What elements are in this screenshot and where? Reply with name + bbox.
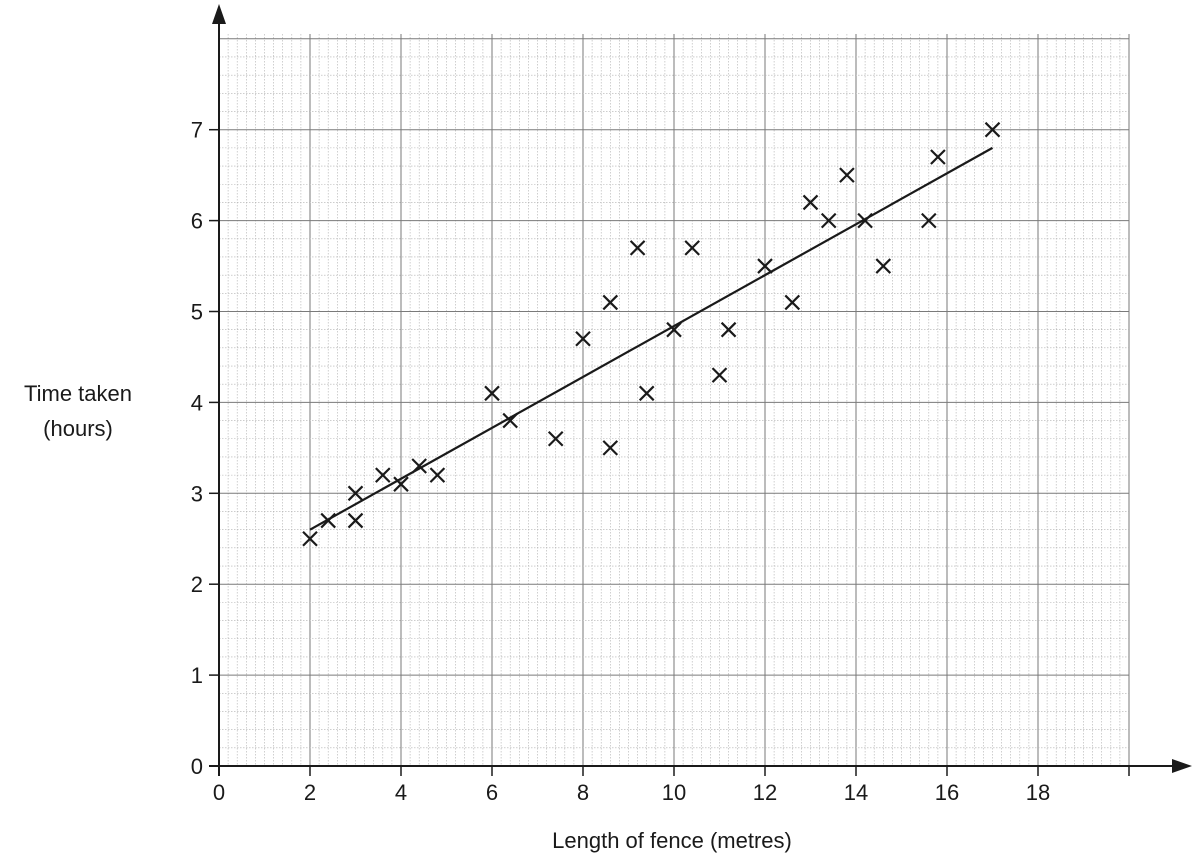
x-axis-arrow [1172, 759, 1192, 773]
data-point-cross [638, 385, 655, 402]
data-point-cross [839, 167, 855, 183]
cross-stroke [429, 467, 446, 483]
cross-stroke [720, 321, 737, 338]
x-tick-label: 2 [304, 780, 316, 805]
data-point-cross [629, 240, 646, 256]
data-point-cross [820, 212, 837, 229]
data-point-cross [484, 385, 500, 402]
data-point-cross [347, 485, 364, 502]
x-tick-label: 8 [577, 780, 589, 805]
y-tick-label: 2 [191, 572, 203, 597]
data-point-cross [875, 258, 892, 274]
data-point-cross [921, 212, 937, 229]
cross-stroke [921, 212, 937, 229]
y-tick-label: 6 [191, 209, 203, 234]
data-point-cross [347, 512, 364, 529]
x-axis-title: Length of fence (metres) [552, 828, 792, 853]
data-point-cross [302, 530, 318, 547]
y-axis-title-line-1: Time taken [24, 381, 132, 406]
cross-stroke [502, 412, 518, 429]
data-point-cross [602, 294, 619, 311]
trend-line-group [309, 146, 994, 531]
data-point-cross [757, 258, 773, 274]
cross-stroke [684, 240, 700, 256]
chart-grid [218, 34, 1130, 767]
cross-stroke [575, 330, 591, 347]
y-tick-label: 3 [191, 481, 203, 506]
cross-stroke [857, 212, 873, 229]
data-point-cross [375, 467, 391, 483]
data-point-cross [320, 512, 336, 529]
x-tick-label: 18 [1026, 780, 1050, 805]
data-point-cross [429, 467, 446, 483]
x-tick-label: 10 [662, 780, 686, 805]
x-tick-label: 12 [753, 780, 777, 805]
cross-stroke [347, 485, 364, 502]
line-of-best-fit [309, 146, 994, 531]
data-point-cross [602, 440, 619, 456]
data-point-cross [575, 330, 591, 347]
data-point-cross [930, 149, 946, 165]
data-point-cross [784, 294, 801, 311]
y-axis-title-line-2: (hours) [43, 416, 113, 441]
cross-stroke [638, 385, 655, 402]
cross-stroke [320, 512, 336, 529]
data-point-cross [411, 458, 427, 474]
data-points [302, 121, 1001, 547]
x-tick-label: 4 [395, 780, 407, 805]
y-axis-arrow [212, 4, 226, 24]
cross-stroke [839, 167, 855, 183]
data-point-cross [684, 240, 700, 256]
cross-stroke [820, 212, 837, 229]
data-point-cross [802, 194, 819, 211]
cross-stroke [711, 367, 728, 383]
y-tick-label: 7 [191, 118, 203, 143]
cross-stroke [547, 430, 564, 447]
data-point-cross [502, 412, 518, 429]
data-point-cross [393, 476, 409, 492]
cross-stroke [666, 321, 682, 338]
data-point-cross [547, 430, 564, 447]
data-point-cross [857, 212, 873, 229]
y-tick-label: 1 [191, 663, 203, 688]
data-point-cross [711, 367, 728, 383]
x-tick-label: 16 [935, 780, 959, 805]
cross-stroke [784, 294, 801, 311]
cross-stroke [302, 530, 318, 547]
cross-stroke [393, 476, 409, 492]
data-point-cross [666, 321, 682, 338]
cross-stroke [375, 467, 391, 483]
cross-stroke [984, 121, 1001, 138]
cross-stroke [875, 258, 892, 274]
y-tick-label: 5 [191, 300, 203, 325]
y-tick-label: 0 [191, 754, 203, 779]
chart-axes [209, 4, 1192, 776]
cross-stroke [757, 258, 773, 274]
cross-stroke [411, 458, 427, 474]
cross-stroke [629, 240, 646, 256]
cross-stroke [484, 385, 500, 402]
y-tick-label: 4 [191, 390, 203, 415]
data-point-cross [984, 121, 1001, 138]
cross-stroke [802, 194, 819, 211]
x-tick-label: 6 [486, 780, 498, 805]
data-point-cross [720, 321, 737, 338]
cross-stroke [930, 149, 946, 165]
x-tick-label: 0 [213, 780, 225, 805]
cross-stroke [602, 294, 619, 311]
cross-stroke [602, 440, 619, 456]
x-tick-label: 14 [844, 780, 868, 805]
cross-stroke [347, 512, 364, 529]
